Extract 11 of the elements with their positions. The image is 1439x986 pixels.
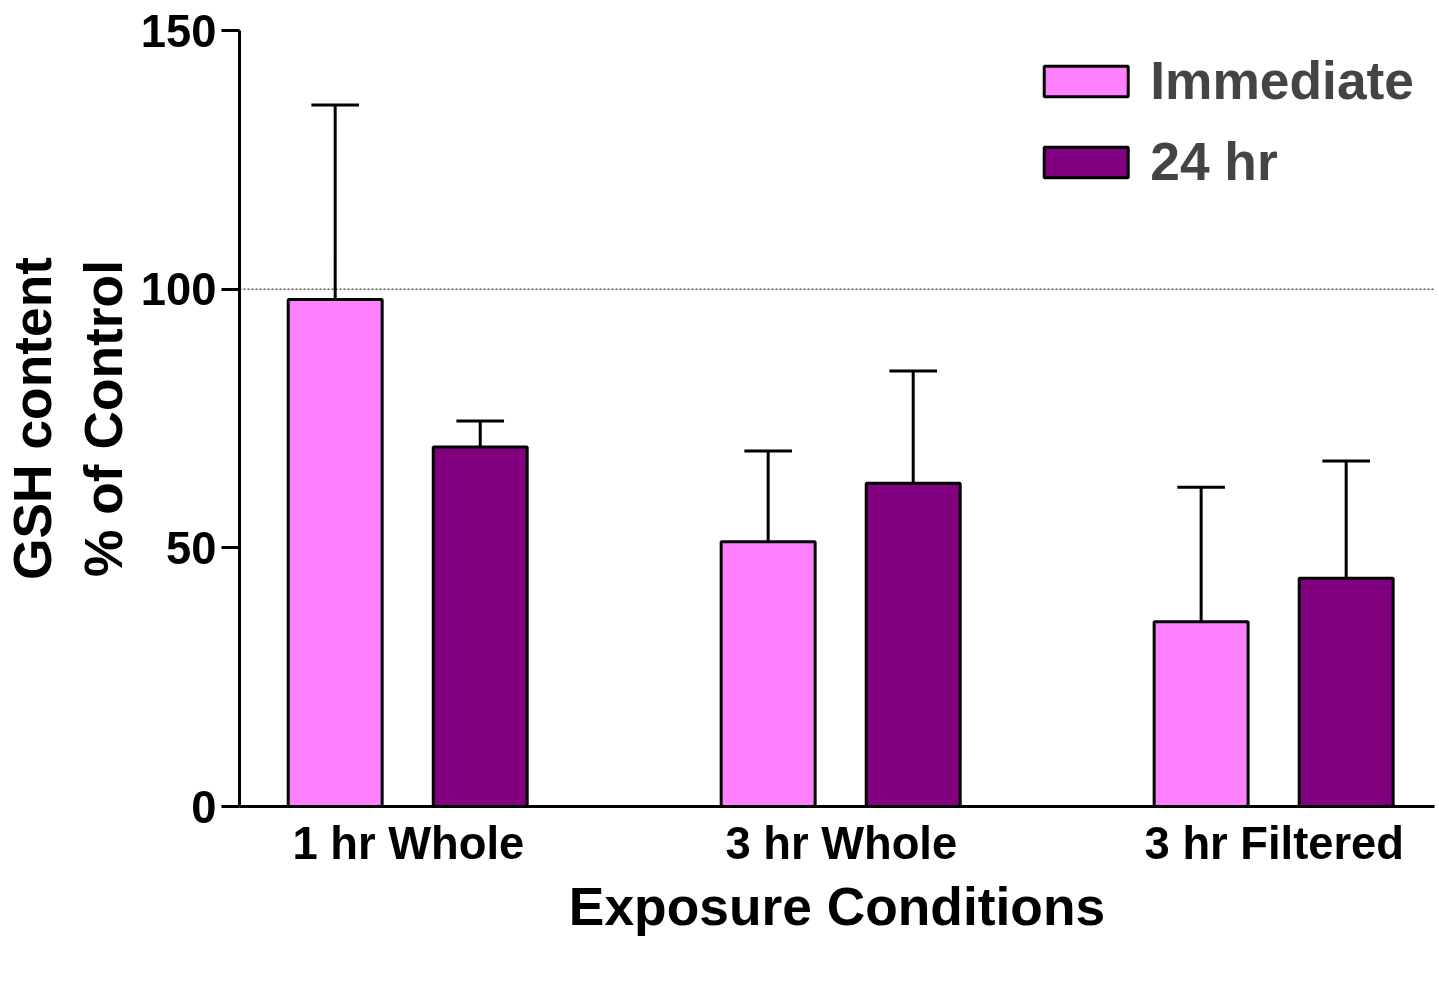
- y-axis-title: GSH content % of Control: [3, 256, 133, 580]
- y-tick-label: 50: [166, 522, 217, 574]
- x-axis-title: Exposure Conditions: [568, 876, 1106, 936]
- legend-label: 24 hr: [1150, 131, 1278, 192]
- y-tick-label: 150: [140, 5, 217, 57]
- x-tick-label: 3 hr Whole: [725, 817, 958, 869]
- x-tick-label: 1 hr Whole: [292, 817, 525, 869]
- x-tick-label: 3 hr Filtered: [1144, 817, 1405, 869]
- y-tick-label: 0: [191, 781, 217, 833]
- y-tick-label: 100: [140, 264, 217, 316]
- legend-label: Immediate: [1150, 50, 1414, 111]
